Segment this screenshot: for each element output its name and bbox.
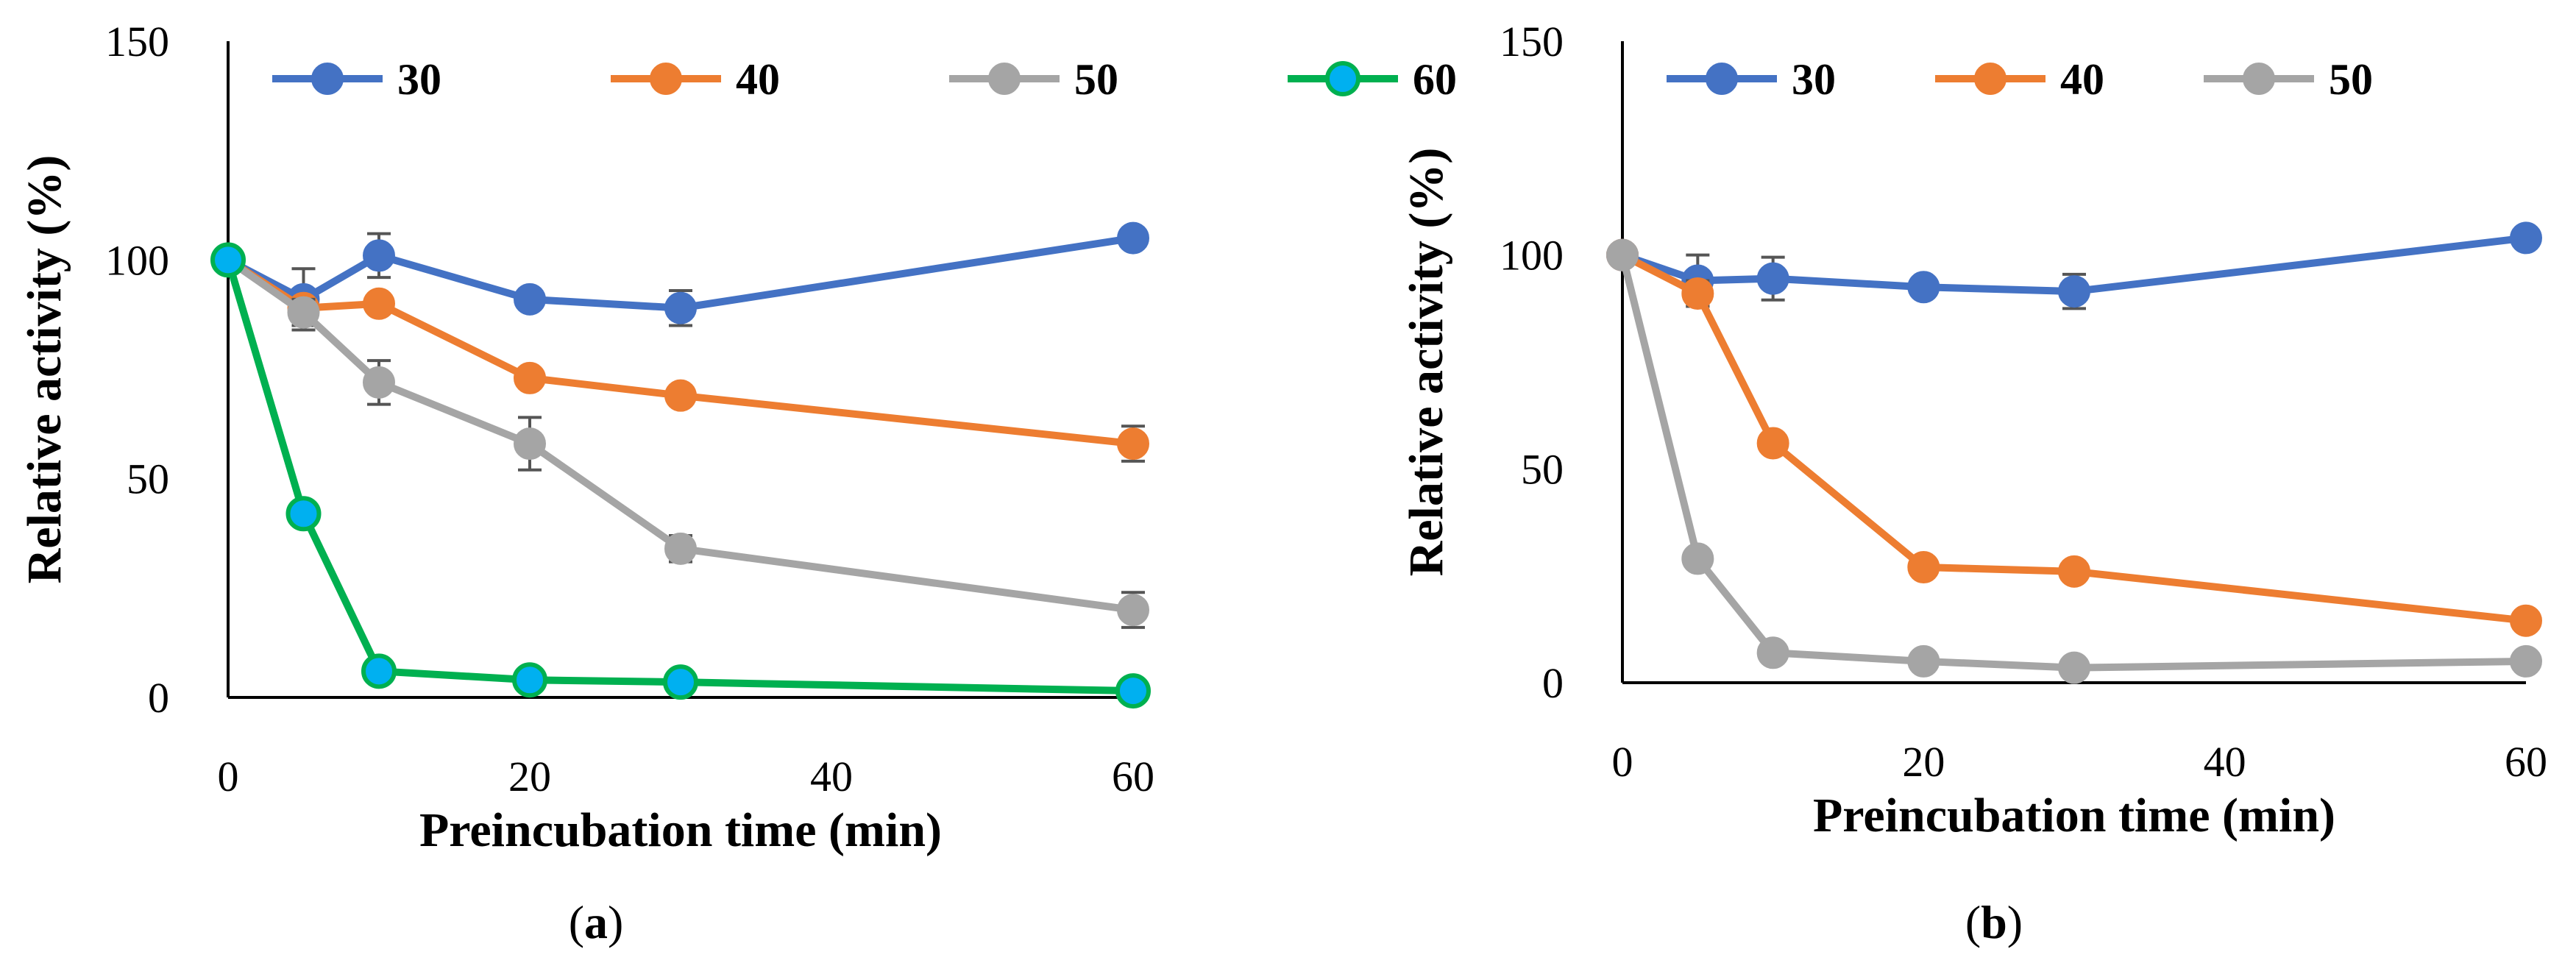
x-tick-label: 20 [1902,738,1945,786]
series-40 [212,244,1149,463]
y-tick-label: 50 [127,455,169,503]
legend-label: 30 [1792,55,1836,104]
y-tick-label: 0 [1542,659,1564,707]
data-point [514,361,546,394]
legend-marker [311,63,344,95]
x-tick-label: 60 [2505,738,2547,786]
legend-entry-50: 50 [949,55,1118,104]
data-point [514,282,546,316]
x-tick-label: 40 [2204,738,2246,786]
x-axis-title: Preincubation time (min) [1813,789,2335,842]
data-point [2058,651,2090,684]
y-axis-title: Relative activity (%) [18,155,71,584]
data-point [361,653,397,689]
data-point [1606,238,1639,271]
data-point [2058,555,2090,588]
y-tick-label: 50 [1521,445,1564,493]
legend-marker [1974,63,2006,95]
legend-label: 50 [2329,55,2373,104]
data-point [1681,277,1714,310]
data-point [210,242,246,278]
x-tick-label: 0 [218,753,239,800]
data-point [1907,644,1940,678]
data-point [2510,221,2542,255]
panel-caption: (a) [569,896,624,948]
data-point [2058,275,2090,308]
series-50 [1606,238,2542,684]
x-tick-label: 60 [1112,753,1154,800]
panel-caption: (b) [1965,896,2023,948]
x-tick-label: 40 [810,753,853,800]
data-point [1117,427,1149,461]
data-point [1681,542,1714,575]
legend-label: 30 [397,55,441,104]
series-line-50 [1619,254,2527,672]
legend-label: 60 [1413,55,1457,104]
legend-entry-30: 30 [1667,55,1836,104]
data-point [287,296,320,329]
data-point [1756,262,1789,295]
legend-entry-50: 50 [2204,55,2373,104]
legend-entry-30: 30 [272,55,441,104]
y-tick-label: 100 [105,236,169,284]
data-point [664,532,697,565]
data-point [663,664,698,700]
y-tick-label: 0 [148,674,169,722]
legend-marker [1706,63,1738,95]
data-point [363,287,395,320]
legend-label: 50 [1074,55,1118,104]
y-tick-label: 150 [105,18,169,65]
series-line-40 [226,257,1134,448]
y-tick-label: 150 [1500,18,1564,65]
data-point [1907,271,1940,304]
x-axis-title: Preincubation time (min) [419,803,942,857]
x-tick-label: 20 [508,753,551,800]
legend-label: 40 [2060,55,2104,104]
data-point [1117,594,1149,627]
panel-b-chart: 0 50 100 150 0 20 40 60 Preincubation time (min)… [1399,18,2547,948]
panel-a-chart: 0 50 100 150 0 20 40 60 Preincubation time (min)… [18,18,1457,948]
data-point [363,239,395,272]
data-point [2510,604,2542,637]
legend-marker [988,63,1021,95]
data-point [1117,221,1149,255]
series-40 [1606,238,2542,637]
data-point [664,379,697,412]
legend-marker [2243,63,2275,95]
y-tick-label: 100 [1500,232,1564,280]
legend-entry-60: 60 [1288,55,1457,104]
legend-entry-40: 40 [611,55,780,104]
data-point [1115,673,1151,709]
series-30 [1606,221,2542,310]
data-point [285,496,322,532]
data-point [514,427,546,461]
data-point [1907,551,1940,584]
y-axis-title: Relative activity (%) [1399,148,1453,577]
data-point [363,366,395,399]
legend-marker [1325,61,1360,96]
legend-marker [650,63,682,95]
data-point [1756,427,1789,460]
data-point [512,662,547,698]
data-point [1756,636,1789,669]
data-point [664,291,697,324]
series-30 [212,221,1149,332]
data-point [2510,644,2542,678]
x-tick-label: 0 [1612,738,1633,786]
series-60 [210,242,1151,709]
series-line-60 [224,258,1134,695]
legend-label: 40 [736,55,780,104]
legend-entry-40: 40 [1935,55,2104,104]
